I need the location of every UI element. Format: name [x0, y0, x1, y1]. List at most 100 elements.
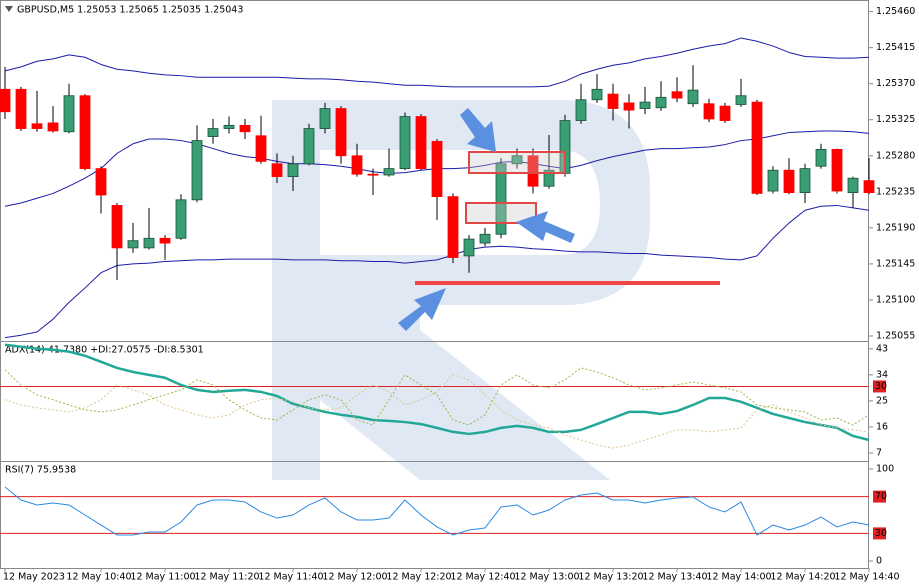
level-label: 30 — [875, 381, 887, 392]
y-tick-label: 0 — [876, 556, 882, 567]
candle-body — [383, 168, 395, 176]
y-tick-label: 100 — [876, 463, 894, 474]
x-tick-label: 12 May 14:00 — [706, 572, 771, 583]
candle-body — [735, 95, 747, 105]
x-tick-label: 12 May 11:40 — [258, 572, 323, 583]
candle-body — [367, 173, 379, 176]
candle-body — [63, 95, 75, 133]
candle-body — [287, 163, 299, 178]
candle-body — [655, 96, 667, 109]
arrow — [398, 108, 575, 331]
candle-body — [223, 124, 235, 129]
highlight-box — [465, 202, 537, 224]
candle-body — [591, 88, 603, 101]
level-label-box — [873, 490, 886, 503]
y-tick-label: 34 — [876, 369, 888, 380]
indicator-line — [4, 367, 870, 426]
candle-body — [431, 140, 443, 198]
candle-body — [111, 205, 123, 249]
candle-body — [863, 180, 875, 194]
candle-body — [175, 199, 187, 239]
candle-body — [239, 124, 251, 133]
candle-body — [463, 238, 475, 257]
candle-body — [271, 163, 283, 178]
y-tick-label: 1.25370 — [876, 78, 915, 89]
y-tick-label: 1.25055 — [876, 330, 915, 341]
candle-body — [447, 196, 459, 258]
y-tick-label: 1.25100 — [876, 294, 915, 305]
y-tick-label: 1.25280 — [876, 150, 915, 161]
candle-body — [31, 123, 43, 129]
candle-body — [767, 169, 779, 192]
indicator-line — [4, 204, 870, 339]
x-tick-label: 12 May 12:00 — [322, 572, 387, 583]
x-tick-label: 12 May 14:40 — [834, 572, 899, 583]
candle-body — [191, 140, 203, 201]
indicator-line — [4, 486, 870, 536]
adx-title: ADX(14) 41.7380 +DI:27.0575 -DI:8.5301 — [5, 345, 204, 356]
x-tick-label: 12 May 13:40 — [642, 572, 707, 583]
candle-body — [495, 163, 507, 235]
candle-body — [399, 116, 411, 169]
annotations — [398, 108, 720, 331]
chart-title: GBPUSD,M5 1.25053 1.25065 1.25035 1.2504… — [17, 5, 243, 16]
title-icon — [5, 6, 13, 12]
candle-body — [623, 102, 635, 111]
indicator-line — [4, 374, 870, 449]
y-tick-label: 1.25460 — [876, 6, 915, 17]
candle-body — [703, 103, 715, 120]
x-tick-label: 12 May 11:00 — [130, 572, 195, 583]
y-tick-label: 1.25415 — [876, 42, 915, 53]
candle-body — [511, 155, 523, 165]
candle-body — [351, 155, 363, 175]
x-tick-label: 12 May 14:20 — [770, 572, 835, 583]
level-label: 30 — [875, 528, 887, 539]
x-tick-label: 12 May 10:40 — [66, 572, 131, 583]
y-tick-label: 1.25190 — [876, 222, 915, 233]
candle-body — [303, 128, 315, 165]
candle-body — [15, 88, 27, 129]
candle-body — [751, 101, 763, 194]
arrow-down-right — [460, 108, 496, 152]
plot-frame — [0, 0, 869, 569]
candle-body — [95, 168, 107, 196]
watermark-shape — [272, 100, 650, 480]
y-tick-label: 16 — [876, 421, 888, 432]
candle-body — [671, 91, 683, 99]
candle-body — [143, 237, 155, 249]
candle-body — [159, 237, 171, 244]
candle-body — [607, 93, 619, 109]
candle-body — [335, 108, 347, 157]
candle-body — [207, 128, 219, 137]
candle-body — [639, 101, 651, 109]
candle-body — [527, 155, 539, 187]
candle-body — [719, 105, 731, 121]
y-tick-label: 1.25145 — [876, 258, 915, 269]
y-tick-label: 25 — [876, 395, 888, 406]
watermark — [272, 100, 650, 480]
indicator-line — [4, 343, 870, 442]
arrow-up-right — [398, 288, 446, 331]
candle-body — [783, 169, 795, 194]
candle-body — [815, 148, 827, 167]
x-tick-label: 12 May 13:00 — [514, 572, 579, 583]
candle-body — [0, 88, 11, 113]
x-tick-label: 12 May 11:20 — [194, 572, 259, 583]
candle-body — [543, 169, 555, 187]
candle-body — [415, 116, 427, 169]
candle-body — [319, 108, 331, 129]
x-tick-label: 12 May 12:20 — [386, 572, 451, 583]
y-tick-label: 1.25325 — [876, 114, 915, 125]
level-label-box — [873, 527, 886, 540]
x-tick-label: 12 May 13:20 — [578, 572, 643, 583]
level-label-box — [873, 380, 886, 393]
y-tick-label: 1.25235 — [876, 186, 915, 197]
candle-body — [831, 148, 843, 192]
level-label: 70 — [875, 491, 887, 502]
candle-body — [575, 99, 587, 121]
candle-body — [479, 233, 491, 244]
x-tick-label: 12 May 2023 — [3, 572, 65, 583]
y-tick-label: 7 — [876, 448, 882, 459]
candle-body — [847, 177, 859, 194]
